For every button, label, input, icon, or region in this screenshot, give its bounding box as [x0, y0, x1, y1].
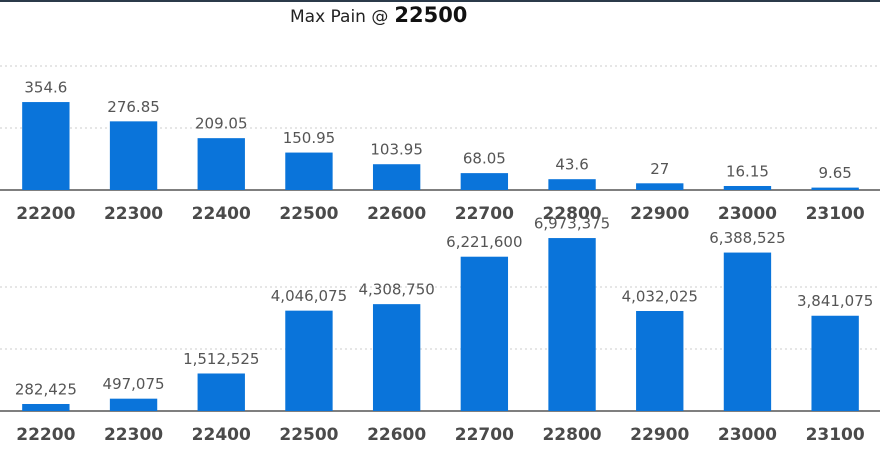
data-label: 209.05 — [195, 115, 248, 133]
bar — [285, 310, 333, 411]
x-tick-label: 23100 — [806, 204, 865, 224]
bar — [723, 185, 772, 190]
bar — [109, 398, 158, 411]
bar — [460, 173, 509, 190]
x-tick-label: 23100 — [806, 425, 865, 445]
bar — [636, 311, 684, 411]
bar — [636, 183, 684, 190]
bar — [285, 152, 333, 190]
data-label: 43.6 — [555, 156, 588, 174]
title-strike: 22500 — [394, 3, 467, 27]
bar — [372, 304, 421, 411]
x-tick-label: 23000 — [718, 425, 777, 445]
data-label: 3,841,075 — [797, 292, 873, 310]
data-label: 6,973,375 — [534, 215, 610, 233]
bar — [372, 164, 421, 190]
bar — [548, 179, 596, 190]
bar — [22, 102, 70, 190]
data-label: 9.65 — [818, 164, 851, 182]
data-label: 16.15 — [726, 162, 769, 180]
bar — [548, 238, 596, 411]
x-tick-label: 22600 — [367, 425, 426, 445]
data-label: 27 — [650, 160, 669, 178]
x-tick-label: 22900 — [630, 204, 689, 224]
bar — [197, 138, 245, 190]
x-tick-label: 22500 — [279, 204, 338, 224]
data-label: 6,221,600 — [446, 233, 522, 251]
x-tick-label: 22400 — [192, 425, 251, 445]
x-tick-label: 22800 — [542, 204, 601, 224]
data-label: 276.85 — [107, 98, 160, 116]
x-tick-label: 22400 — [192, 204, 251, 224]
data-label: 4,308,750 — [358, 281, 434, 299]
title-label: Max Pain @ — [290, 7, 388, 27]
x-tick-label: 22200 — [16, 425, 75, 445]
x-tick-label: 22900 — [630, 425, 689, 445]
x-tick-label: 22800 — [542, 425, 601, 445]
bar — [811, 187, 859, 190]
data-label: 1,512,525 — [183, 350, 259, 368]
data-label: 150.95 — [283, 129, 336, 147]
bar — [811, 315, 859, 411]
x-tick-label: 23000 — [718, 204, 777, 224]
data-label: 6,388,525 — [709, 229, 785, 247]
bar — [109, 121, 158, 190]
data-label: 282,425 — [15, 380, 77, 398]
bar — [22, 403, 70, 411]
x-tick-label: 22300 — [104, 204, 163, 224]
bar — [723, 252, 772, 411]
data-label: 103.95 — [370, 141, 423, 159]
x-tick-label: 22300 — [104, 425, 163, 445]
x-tick-label: 22700 — [455, 425, 514, 445]
data-label: 497,075 — [103, 375, 165, 393]
data-label: 4,032,025 — [622, 288, 698, 306]
x-tick-label: 22700 — [455, 204, 514, 224]
data-label: 4,046,075 — [271, 287, 347, 305]
data-label: 354.6 — [24, 79, 67, 97]
bar — [197, 373, 245, 411]
x-tick-label: 22500 — [279, 425, 338, 445]
data-label: 68.05 — [463, 150, 506, 168]
x-tick-label: 22200 — [16, 204, 75, 224]
bar — [460, 256, 509, 411]
x-tick-label: 22600 — [367, 204, 426, 224]
